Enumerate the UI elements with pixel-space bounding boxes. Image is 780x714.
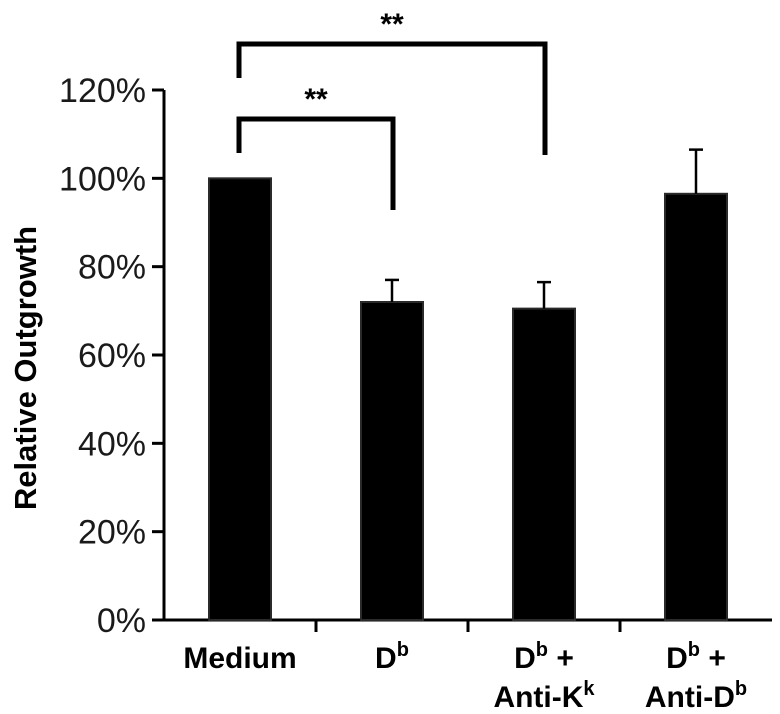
bar: [512, 307, 576, 621]
y-tick-label: 120%: [59, 72, 146, 110]
significance-bracket: [236, 116, 396, 210]
significance-label: **: [380, 8, 404, 41]
y-tick-label: 0%: [97, 602, 146, 640]
category-label: Anti-Db: [645, 678, 747, 714]
significance-label: **: [304, 83, 328, 116]
bars: [208, 177, 728, 622]
category-label: Db +: [666, 639, 726, 675]
y-tick-label: 20%: [78, 514, 146, 552]
error-bars: [385, 148, 703, 309]
y-tick-label: 80%: [78, 249, 146, 287]
category-label: Db: [375, 639, 409, 675]
significance-brackets: ** **: [236, 8, 548, 210]
category-label: Medium: [183, 642, 296, 675]
significance-bracket: [236, 41, 548, 155]
y-tick-label: 100%: [59, 160, 146, 198]
bar: [360, 301, 424, 621]
category-label: Db +: [514, 639, 574, 675]
y-tick-label: 40%: [78, 425, 146, 463]
y-axis-label: Relative Outgrowth: [8, 226, 43, 510]
category-label: Anti-Kk: [493, 678, 595, 714]
bar: [208, 177, 272, 621]
axes: 0% 20% 40% 60% 80% 100% 120%: [59, 72, 772, 640]
bar: [664, 192, 728, 622]
y-tick-label: 60%: [78, 337, 146, 375]
